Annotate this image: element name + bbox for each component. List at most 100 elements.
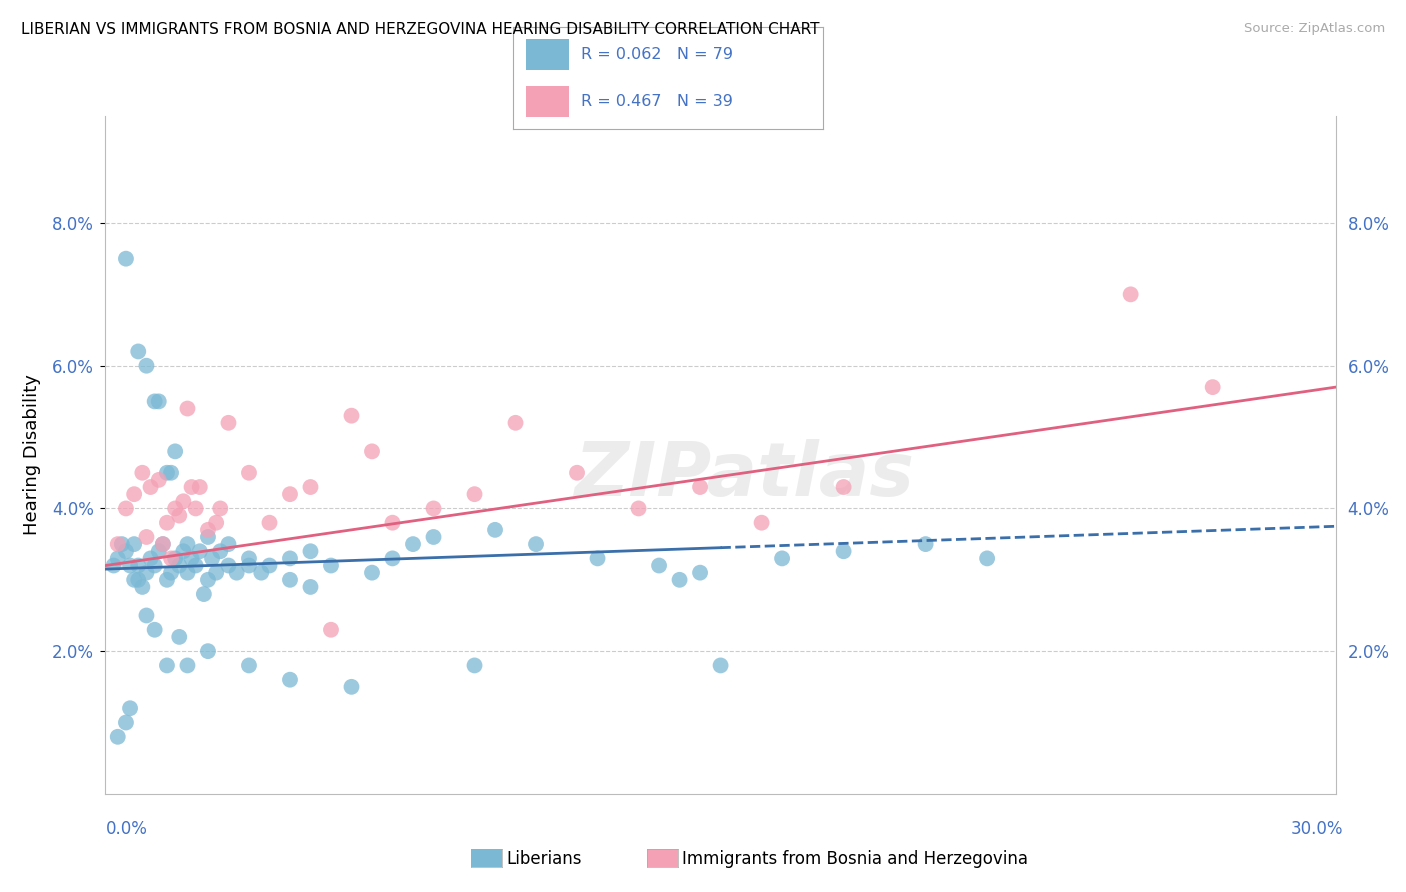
Point [197,523,219,537]
Point [197,644,219,658]
Point [361,444,384,458]
Point [238,466,260,480]
Point [1201,380,1223,394]
Point [250,566,273,580]
Point [464,658,486,673]
Point [209,544,232,558]
Point [278,551,301,566]
Bar [526,87,569,117]
Point [165,501,187,516]
Text: ZIPatlas: ZIPatlas [575,439,915,512]
Text: 0.0%: 0.0% [105,820,148,838]
Point [135,608,157,623]
Point [180,551,202,566]
Point [172,494,194,508]
Point [184,501,207,516]
Point [160,466,183,480]
Point [188,544,211,558]
Point [1119,287,1142,301]
Point [381,516,404,530]
Point [710,658,733,673]
Point [524,537,547,551]
Point [238,658,260,673]
Point [172,544,194,558]
Point [176,537,198,551]
Point [160,566,183,580]
Point [131,580,153,594]
Text: Liberians: Liberians [506,850,582,868]
Point [225,566,247,580]
Point [143,558,166,573]
Point [143,394,166,409]
Point [319,558,342,573]
Point [184,558,207,573]
Text: R = 0.062   N = 79: R = 0.062 N = 79 [581,47,734,62]
Point [464,487,486,501]
Point [107,730,129,744]
Point [832,544,855,558]
Point [340,409,363,423]
Point [111,537,134,551]
Point [176,658,198,673]
Point [107,537,129,551]
Y-axis label: Hearing Disability: Hearing Disability [22,375,41,535]
Point [381,551,404,566]
Text: Source: ZipAtlas.com: Source: ZipAtlas.com [1244,22,1385,36]
Point [188,480,211,494]
Point [422,530,444,544]
Point [218,537,240,551]
Bar [526,39,569,70]
Point [156,516,179,530]
Point [115,252,138,266]
Point [148,473,170,487]
Point [176,566,198,580]
Point [139,551,162,566]
Text: R = 0.467   N = 39: R = 0.467 N = 39 [581,95,733,109]
Point [586,551,609,566]
Point [319,623,342,637]
Point [148,544,170,558]
Point [668,573,690,587]
Point [135,566,157,580]
Point [299,480,322,494]
Text: Immigrants from Bosnia and Herzegovina: Immigrants from Bosnia and Herzegovina [682,850,1028,868]
Point [361,566,384,580]
Text: LIBERIAN VS IMMIGRANTS FROM BOSNIA AND HERZEGOVINA HEARING DISABILITY CORRELATIO: LIBERIAN VS IMMIGRANTS FROM BOSNIA AND H… [21,22,820,37]
Point [122,537,145,551]
Point [107,551,129,566]
Point [340,680,363,694]
Point [156,658,179,673]
Point [180,480,202,494]
Point [115,544,138,558]
Point [131,466,153,480]
Point [135,359,157,373]
Point [122,487,145,501]
Point [193,587,215,601]
Point [505,416,527,430]
Point [135,530,157,544]
Point [201,551,224,566]
Point [120,558,141,573]
Point [209,501,232,516]
Point [115,501,138,516]
Point [648,558,671,573]
Point [103,558,125,573]
Point [169,630,191,644]
Point [127,558,149,573]
Point [143,623,166,637]
Point [402,537,425,551]
Point [627,501,650,516]
Point [165,444,187,458]
Point [259,558,281,573]
Point [914,537,936,551]
Point [299,544,322,558]
Point [832,480,855,494]
Point [976,551,998,566]
Point [278,573,301,587]
Point [160,551,183,566]
Text: 30.0%: 30.0% [1291,820,1343,838]
Point [139,480,162,494]
Point [205,566,228,580]
Point [238,551,260,566]
Point [120,701,141,715]
